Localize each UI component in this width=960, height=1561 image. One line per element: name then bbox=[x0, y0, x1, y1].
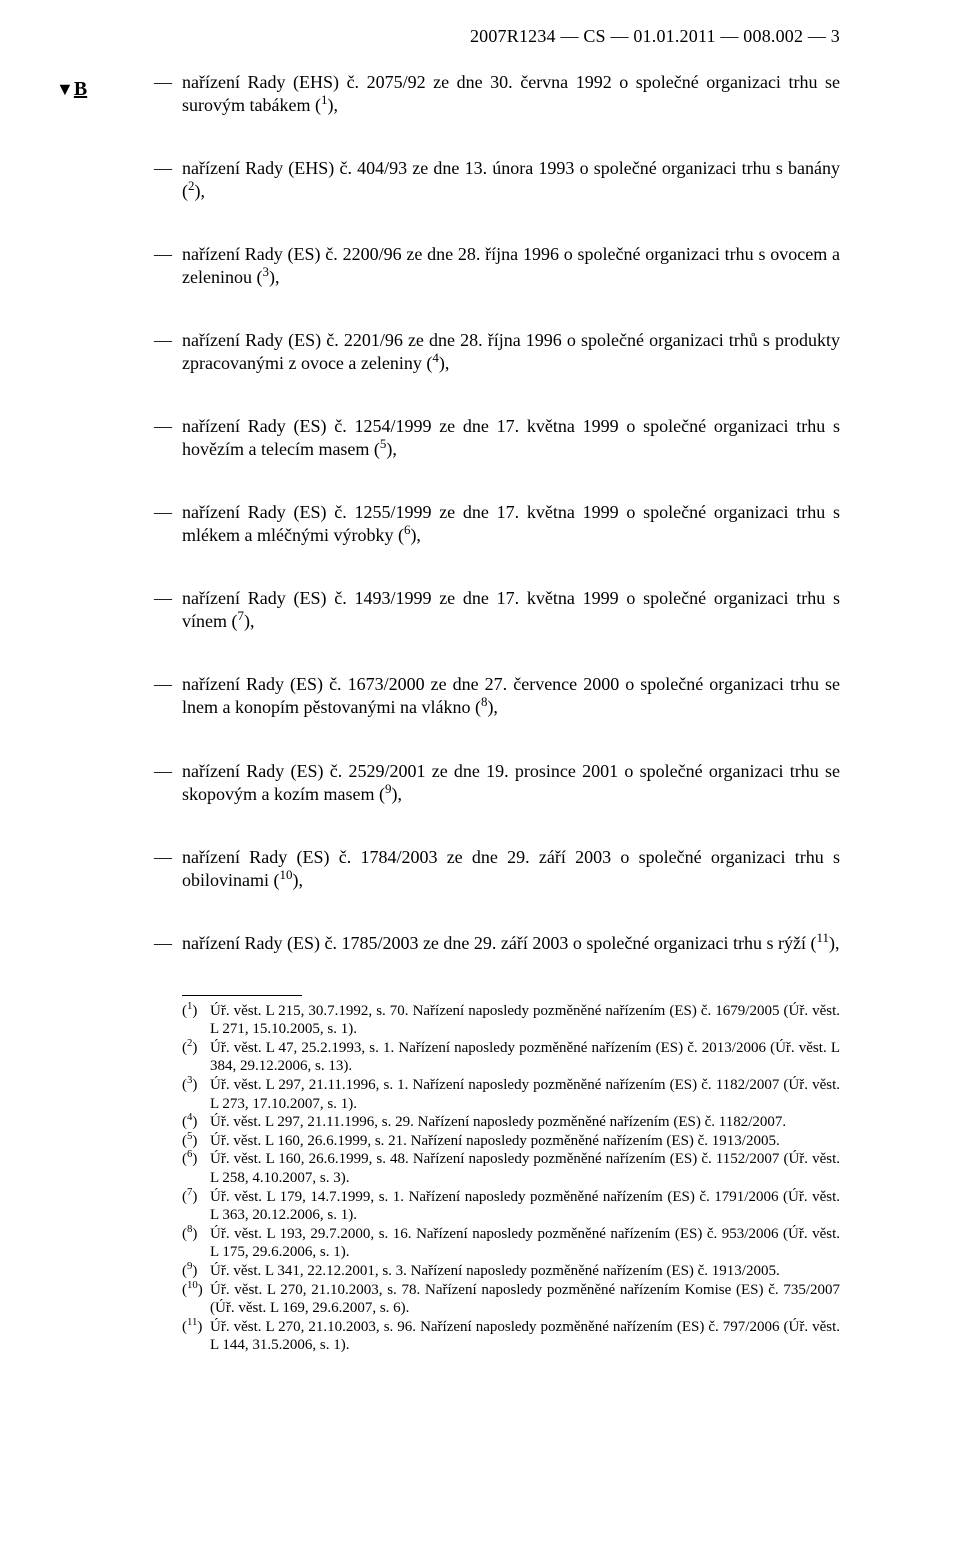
item-suffix: ), bbox=[327, 95, 338, 115]
footnote: (10) Úř. věst. L 270, 21.10.2003, s. 78. … bbox=[182, 1281, 840, 1318]
footnote-text: Úř. věst. L 160, 26.6.1999, s. 48. Naříz… bbox=[210, 1151, 840, 1186]
document-header: 2007R1234 — CS — 01.01.2011 — 008.002 — … bbox=[120, 0, 840, 71]
footnote-number: 2 bbox=[187, 1037, 192, 1049]
list-item: —nařízení Rady (ES) č. 1784/2003 ze dne … bbox=[182, 846, 840, 892]
item-suffix: ), bbox=[391, 784, 402, 804]
item-text: nařízení Rady (EHS) č. 404/93 ze dne 13.… bbox=[182, 158, 840, 201]
item-text: nařízení Rady (ES) č. 1785/2003 ze dne 2… bbox=[182, 933, 816, 953]
footnote-mark: (10) bbox=[182, 1281, 203, 1300]
dash-icon: — bbox=[154, 501, 172, 524]
item-suffix: ), bbox=[410, 525, 421, 545]
footnote-text: Úř. věst. L 193, 29.7.2000, s. 16. Naříz… bbox=[210, 1226, 840, 1261]
list-item: —nařízení Rady (EHS) č. 404/93 ze dne 13… bbox=[182, 157, 840, 203]
footnote-text: Úř. věst. L 341, 22.12.2001, s. 3. Naříz… bbox=[210, 1263, 780, 1279]
dash-icon: — bbox=[154, 329, 172, 352]
footnote-mark: (3) bbox=[182, 1076, 197, 1095]
item-text: nařízení Rady (ES) č. 2529/2001 ze dne 1… bbox=[182, 761, 840, 804]
footnote-mark: (1) bbox=[182, 1002, 197, 1021]
item-text: nařízení Rady (ES) č. 1254/1999 ze dne 1… bbox=[182, 416, 840, 459]
item-suffix: ), bbox=[829, 933, 840, 953]
dash-icon: — bbox=[154, 846, 172, 869]
footnote-ref: 10 bbox=[280, 867, 293, 882]
dash-icon: — bbox=[154, 760, 172, 783]
footnote-mark: (6) bbox=[182, 1150, 197, 1169]
footnote-mark: (8) bbox=[182, 1225, 197, 1244]
footnote: (9)Úř. věst. L 341, 22.12.2001, s. 3. Na… bbox=[182, 1262, 840, 1281]
footnote-text: Úř. věst. L 270, 21.10.2003, s. 96. Naří… bbox=[210, 1319, 840, 1354]
list-item: —nařízení Rady (ES) č. 2201/96 ze dne 28… bbox=[182, 329, 840, 375]
footnotes-block: (1) Úř. věst. L 215, 30.7.1992, s. 70. Na… bbox=[182, 1002, 840, 1355]
item-text: nařízení Rady (ES) č. 1255/1999 ze dne 1… bbox=[182, 502, 840, 545]
regulation-list: —nařízení Rady (EHS) č. 2075/92 ze dne 3… bbox=[182, 71, 840, 1355]
dash-icon: — bbox=[154, 415, 172, 438]
item-suffix: ), bbox=[244, 611, 255, 631]
footnote: (7) Úř. věst. L 179, 14.7.1999, s. 1. Nař… bbox=[182, 1188, 840, 1225]
item-text: nařízení Rady (ES) č. 1493/1999 ze dne 1… bbox=[182, 588, 840, 631]
list-item: —nařízení Rady (ES) č. 2200/96 ze dne 28… bbox=[182, 243, 840, 289]
footnote-divider bbox=[182, 995, 302, 996]
footnote-number: 11 bbox=[187, 1316, 197, 1328]
footnote-text: Úř. věst. L 297, 21.11.1996, s. 29. Naří… bbox=[210, 1114, 786, 1130]
footnote-text: Úř. věst. L 179, 14.7.1999, s. 1. Naříze… bbox=[210, 1189, 840, 1224]
item-suffix: ), bbox=[487, 697, 498, 717]
footnote-number: 10 bbox=[187, 1279, 198, 1291]
footnote-text: Úř. věst. L 47, 25.2.1993, s. 1. Nařízen… bbox=[210, 1040, 840, 1075]
item-suffix: ), bbox=[439, 353, 450, 373]
footnote: (6) Úř. věst. L 160, 26.6.1999, s. 48. Na… bbox=[182, 1150, 840, 1187]
footnote-number: 1 bbox=[187, 1000, 192, 1012]
footnote-text: Úř. věst. L 160, 26.6.1999, s. 21. Naříz… bbox=[210, 1133, 780, 1149]
item-text: nařízení Rady (ES) č. 2200/96 ze dne 28.… bbox=[182, 244, 840, 287]
item-suffix: ), bbox=[194, 181, 205, 201]
footnote-mark: (7) bbox=[182, 1188, 197, 1207]
dash-icon: — bbox=[154, 157, 172, 180]
footnote: (5)Úř. věst. L 160, 26.6.1999, s. 21. Na… bbox=[182, 1132, 840, 1151]
triangle-icon: ▼ bbox=[56, 79, 74, 99]
item-suffix: ), bbox=[386, 439, 397, 459]
footnote-number: 7 bbox=[187, 1186, 192, 1198]
footnote-mark: (11) bbox=[182, 1318, 202, 1337]
dash-icon: — bbox=[154, 932, 172, 955]
footnote-text: Úř. věst. L 297, 21.11.1996, s. 1. Naříz… bbox=[210, 1077, 840, 1112]
item-text: nařízení Rady (ES) č. 1673/2000 ze dne 2… bbox=[182, 674, 840, 717]
item-text: nařízení Rady (EHS) č. 2075/92 ze dne 30… bbox=[182, 72, 840, 115]
list-item: —nařízení Rady (ES) č. 1255/1999 ze dne … bbox=[182, 501, 840, 547]
footnote: (8) Úř. věst. L 193, 29.7.2000, s. 16. Na… bbox=[182, 1225, 840, 1262]
dash-icon: — bbox=[154, 673, 172, 696]
list-item: —nařízení Rady (ES) č. 1493/1999 ze dne … bbox=[182, 587, 840, 633]
dash-icon: — bbox=[154, 71, 172, 94]
item-suffix: ), bbox=[292, 870, 303, 890]
list-item: —nařízení Rady (ES) č. 1673/2000 ze dne … bbox=[182, 673, 840, 719]
section-letter: B bbox=[74, 78, 87, 100]
footnote: (3) Úř. věst. L 297, 21.11.1996, s. 1. Na… bbox=[182, 1076, 840, 1113]
footnote-text: Úř. věst. L 270, 21.10.2003, s. 78. Naří… bbox=[210, 1282, 840, 1317]
footnote: (4)Úř. věst. L 297, 21.11.1996, s. 29. N… bbox=[182, 1113, 840, 1132]
dash-icon: — bbox=[154, 243, 172, 266]
footnote-number: 8 bbox=[187, 1223, 192, 1235]
footnote: (11) Úř. věst. L 270, 21.10.2003, s. 96. … bbox=[182, 1318, 840, 1355]
footnote: (2) Úř. věst. L 47, 25.2.1993, s. 1. Naří… bbox=[182, 1039, 840, 1076]
list-item: —nařízení Rady (ES) č. 1785/2003 ze dne … bbox=[182, 932, 840, 955]
footnote-number: 6 bbox=[187, 1148, 192, 1160]
footnote-mark: (2) bbox=[182, 1039, 197, 1058]
footnote-text: Úř. věst. L 215, 30.7.1992, s. 70. Naříz… bbox=[210, 1003, 840, 1038]
footnote-number: 4 bbox=[187, 1111, 192, 1123]
section-marker: ▼B bbox=[56, 78, 87, 101]
footnote-number: 9 bbox=[187, 1260, 192, 1272]
footnote-number: 5 bbox=[187, 1130, 192, 1142]
footnote-number: 3 bbox=[187, 1074, 192, 1086]
list-item: —nařízení Rady (EHS) č. 2075/92 ze dne 3… bbox=[182, 71, 840, 117]
dash-icon: — bbox=[154, 587, 172, 610]
item-suffix: ), bbox=[269, 267, 280, 287]
item-text: nařízení Rady (ES) č. 2201/96 ze dne 28.… bbox=[182, 330, 840, 373]
list-item: —nařízení Rady (ES) č. 2529/2001 ze dne … bbox=[182, 760, 840, 806]
footnote-ref: 11 bbox=[816, 930, 828, 945]
footnote: (1) Úř. věst. L 215, 30.7.1992, s. 70. Na… bbox=[182, 1002, 840, 1039]
list-item: —nařízení Rady (ES) č. 1254/1999 ze dne … bbox=[182, 415, 840, 461]
page: 2007R1234 — CS — 01.01.2011 — 008.002 — … bbox=[0, 0, 960, 1561]
